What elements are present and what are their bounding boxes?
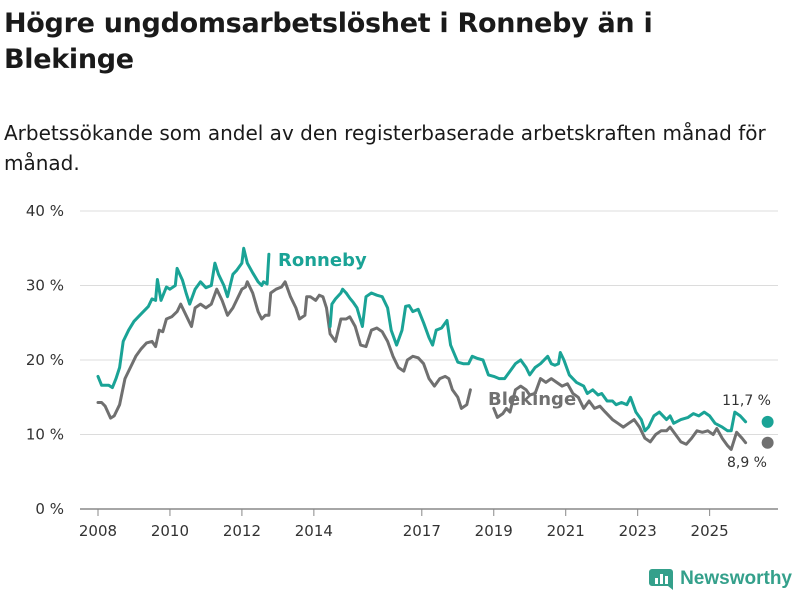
x-axis: 2008 2010 2012 2014 2017 2019 2021 2023 2025: [79, 509, 729, 540]
x-tick-label: 2025: [691, 522, 729, 540]
chart-subtitle: Arbetssökande som andel av den registerb…: [4, 121, 766, 175]
series-end-dot-blekinge: [761, 436, 774, 449]
x-tick-label: 2008: [79, 522, 117, 540]
series-line-blekinge: [96, 280, 748, 451]
newsworthy-logo-icon: [649, 569, 674, 590]
chart-title: Högre ungdomsarbetslöshet i Ronneby än i…: [4, 8, 653, 75]
series-layer: [96, 246, 774, 451]
y-tick-label: 10 %: [26, 426, 64, 444]
grid-lines: 0 % 10 % 20 % 30 % 40 %: [26, 202, 778, 518]
brand-logo: Newsworthy: [648, 566, 792, 592]
y-tick-label: 30 %: [26, 277, 64, 295]
brand-name: Newsworthy: [680, 568, 792, 589]
x-tick-label: 2014: [295, 522, 333, 540]
series-label-ronneby: Ronneby: [278, 250, 367, 271]
y-tick-label: 40 %: [26, 202, 64, 220]
x-tick-label: 2021: [547, 522, 585, 540]
x-tick-label: 2023: [619, 522, 657, 540]
end-value-blekinge: 8,9 %: [727, 455, 767, 471]
y-tick-label: 20 %: [26, 351, 64, 369]
x-tick-label: 2012: [223, 522, 261, 540]
x-tick-label: 2019: [475, 522, 513, 540]
y-tick-label: 0 %: [35, 500, 64, 518]
x-tick-label: 2010: [151, 522, 189, 540]
series-end-dot-ronneby: [761, 415, 774, 428]
end-value-ronneby: 11,7 %: [722, 393, 771, 409]
x-tick-label: 2017: [403, 522, 441, 540]
series-label-blekinge: Blekinge: [488, 389, 576, 410]
series-line-ronneby: [96, 246, 748, 433]
